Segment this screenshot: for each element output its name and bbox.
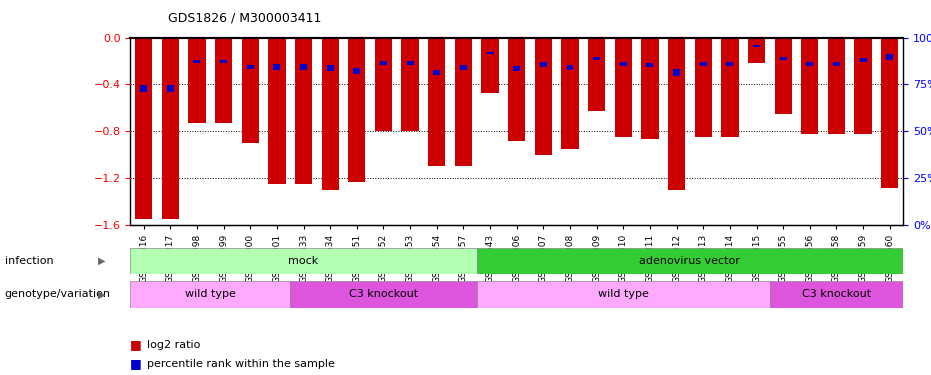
Bar	[454, 38, 472, 166]
Bar	[215, 38, 232, 123]
Text: percentile rank within the sample: percentile rank within the sample	[147, 359, 335, 369]
Bar	[561, 38, 579, 149]
Bar	[806, 63, 814, 66]
Text: ■: ■	[130, 339, 142, 351]
Bar	[620, 62, 627, 66]
Bar	[268, 38, 286, 184]
Bar	[748, 38, 765, 63]
Text: ▶: ▶	[98, 290, 105, 299]
Text: ■: ■	[130, 357, 142, 370]
Bar	[167, 85, 174, 92]
Bar	[802, 38, 818, 134]
Bar	[194, 60, 200, 63]
Bar	[722, 38, 738, 137]
Text: wild type: wild type	[598, 290, 649, 299]
Bar	[700, 62, 707, 66]
Text: C3 knockout: C3 knockout	[349, 290, 418, 299]
Text: GDS1826 / M300003411: GDS1826 / M300003411	[168, 11, 321, 24]
Bar	[614, 38, 632, 137]
Bar	[534, 38, 552, 155]
Bar	[775, 38, 792, 114]
Text: log2 ratio: log2 ratio	[147, 340, 200, 350]
Bar	[348, 38, 366, 182]
Bar	[327, 65, 333, 71]
Bar	[881, 38, 898, 188]
Bar	[135, 38, 153, 219]
Bar	[779, 57, 787, 60]
Bar	[290, 281, 477, 308]
Bar	[477, 248, 903, 274]
Bar	[401, 38, 419, 131]
Bar	[428, 38, 445, 166]
Bar	[295, 38, 312, 184]
Bar	[354, 68, 360, 74]
Bar	[141, 85, 147, 92]
Bar	[513, 66, 520, 70]
Text: genotype/variation: genotype/variation	[5, 290, 111, 299]
Bar	[481, 38, 499, 93]
Bar	[508, 38, 525, 141]
Bar	[855, 38, 871, 134]
Bar	[241, 38, 259, 143]
Text: infection: infection	[5, 256, 53, 266]
Text: C3 knockout: C3 knockout	[802, 290, 871, 299]
Bar	[673, 69, 680, 76]
Bar	[220, 60, 227, 63]
Bar	[646, 63, 654, 67]
Bar	[833, 63, 840, 66]
Bar	[567, 65, 573, 70]
Bar	[188, 38, 206, 123]
Bar	[477, 281, 770, 308]
Bar	[375, 38, 392, 131]
Bar	[859, 58, 867, 62]
Bar	[433, 70, 440, 75]
Bar	[300, 64, 307, 70]
Text: adenovirus vector: adenovirus vector	[640, 256, 740, 266]
Bar	[460, 64, 466, 70]
Bar	[274, 64, 280, 70]
Bar	[726, 62, 734, 66]
Bar	[770, 281, 903, 308]
Bar	[753, 45, 760, 46]
Bar	[247, 65, 254, 69]
Text: wild type: wild type	[185, 290, 236, 299]
Bar	[593, 57, 600, 60]
Bar	[162, 38, 179, 219]
Bar	[886, 54, 893, 60]
Text: mock: mock	[289, 256, 318, 266]
Bar	[407, 61, 413, 65]
Bar	[668, 38, 685, 190]
Bar	[588, 38, 605, 111]
Bar	[487, 52, 493, 54]
Text: ▶: ▶	[98, 256, 105, 266]
Bar	[130, 248, 477, 274]
Bar	[828, 38, 845, 134]
Bar	[380, 61, 387, 65]
Bar	[641, 38, 658, 140]
Bar	[321, 38, 339, 190]
Bar	[130, 281, 290, 308]
Bar	[540, 62, 546, 67]
Bar	[695, 38, 712, 137]
